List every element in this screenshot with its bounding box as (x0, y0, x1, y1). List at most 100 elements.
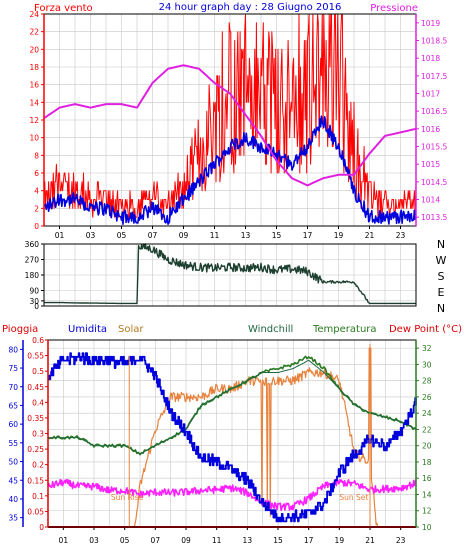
rain-tick-label: 0.1 (32, 492, 44, 501)
temp-tick-label: 28 (422, 377, 432, 386)
humidity-tick-label: 45 (8, 476, 18, 485)
pressure-tick-label: 1014 (421, 196, 440, 205)
x-tick-label: 19 (334, 231, 344, 240)
temp-tick-label: 16 (422, 474, 432, 483)
pressure-tick-label: 1016.5 (421, 107, 447, 116)
direction-tick-label: 30 (29, 297, 39, 306)
compass-label: N (437, 302, 445, 315)
humidity-tick-label: 65 (8, 401, 18, 410)
x-tick-label: 01 (55, 231, 65, 240)
rain-tick-label: 0.55 (27, 352, 44, 361)
rain-tick-label: 0.05 (27, 507, 44, 516)
legend-solar: Solar (118, 324, 144, 335)
pressure-tick-label: 1017.5 (421, 72, 447, 81)
wind-tick-label: 8 (34, 151, 39, 160)
x-tick-label: 21 (365, 536, 375, 545)
temp-tick-label: 12 (422, 507, 432, 516)
rain-tick-label: 0.2 (32, 461, 44, 470)
legend-temperature: Temperatura (312, 324, 377, 335)
dewpoint-series (47, 478, 417, 512)
wind-tick-label: 6 (34, 169, 39, 178)
temp-tick-label: 26 (422, 393, 432, 402)
humidity-tick-label: 70 (8, 383, 18, 392)
temperature-series (47, 355, 417, 456)
direction-tick-label: 180 (25, 271, 40, 280)
legend-dewpoint: Dew Point (°C) (389, 324, 462, 335)
sunrise-label: Sun Rise (111, 493, 144, 502)
compass-label: S (438, 270, 445, 283)
x-tick-label: 03 (86, 231, 96, 240)
direction-tick-label: 0 (34, 302, 39, 311)
temp-tick-label: 32 (422, 344, 432, 353)
humidity-tick-label: 75 (8, 364, 18, 373)
compass-label: E (438, 286, 445, 299)
x-tick-label: 09 (181, 536, 191, 545)
wind-tick-label: 2 (34, 204, 39, 213)
wind-tick-label: 0 (34, 222, 39, 231)
temp-tick-label: 22 (422, 425, 432, 434)
x-tick-label: 15 (273, 536, 283, 545)
chart-title: 24 hour graph day : 28 Giugno 2016 (159, 2, 342, 13)
wind-axis-title: Forza vento (34, 3, 93, 14)
pressure-tick-label: 1015 (421, 160, 440, 169)
humidity-tick-label: 40 (8, 495, 18, 504)
pressure-tick-label: 1018.5 (421, 37, 447, 46)
x-tick-label: 07 (151, 536, 161, 545)
x-tick-label: 11 (210, 231, 220, 240)
compass-label: N (437, 238, 445, 251)
rain-tick-label: 0.35 (27, 414, 44, 423)
x-tick-label: 21 (365, 231, 375, 240)
humidity-tick-label: 60 (8, 420, 18, 429)
direction-tick-label: 90 (29, 287, 39, 296)
x-tick-label: 13 (243, 536, 253, 545)
rain-tick-label: 0.5 (32, 367, 44, 376)
windchill-series (48, 359, 417, 455)
x-tick-label: 03 (89, 536, 99, 545)
x-tick-label: 07 (148, 231, 158, 240)
pressure-tick-label: 1014.5 (421, 178, 447, 187)
rain-tick-label: 0 (39, 523, 44, 532)
pressure-axis-title: Pressione (370, 3, 418, 14)
humidity-tick-label: 80 (8, 345, 18, 354)
temp-tick-label: 24 (422, 409, 432, 418)
pressure-tick-label: 1015.5 (421, 143, 447, 152)
x-tick-label: 05 (120, 536, 130, 545)
x-tick-label: 11 (212, 536, 222, 545)
temp-tick-label: 18 (422, 458, 432, 467)
wind-tick-label: 16 (29, 81, 39, 90)
pressure-tick-label: 1017 (421, 90, 440, 99)
wind-direction-series (44, 243, 416, 305)
pressure-tick-label: 1013.5 (421, 213, 447, 222)
temp-tick-label: 14 (422, 490, 432, 499)
x-tick-label: 09 (179, 231, 189, 240)
rain-tick-label: 0.15 (27, 476, 44, 485)
rain-tick-label: 0.25 (27, 445, 44, 454)
temp-tick-label: 10 (422, 523, 432, 532)
sunset-label: Sun Set (339, 493, 368, 502)
x-tick-label: 17 (303, 231, 313, 240)
pressure-tick-label: 1019 (421, 19, 440, 28)
pressure-tick-label: 1016 (421, 125, 440, 134)
wind-tick-label: 12 (29, 116, 39, 125)
rain-tick-label: 0.45 (27, 383, 44, 392)
direction-tick-label: 360 (25, 240, 40, 249)
humidity-tick-label: 35 (8, 514, 18, 523)
x-tick-label: 19 (335, 536, 345, 545)
x-tick-label: 23 (396, 231, 406, 240)
x-tick-label: 05 (117, 231, 127, 240)
x-tick-label: 13 (241, 231, 251, 240)
legend-humidity: Umidita (68, 324, 107, 335)
wind-gust-series (43, 13, 417, 218)
wind-tick-label: 10 (29, 134, 39, 143)
rain-tick-label: 0.6 (32, 336, 44, 345)
humidity-series (47, 352, 417, 523)
wind-tick-label: 14 (29, 98, 39, 107)
wind-tick-label: 4 (34, 187, 39, 196)
wind-average-series (43, 115, 417, 225)
pressure-series (43, 64, 417, 187)
wind-tick-label: 22 (29, 28, 39, 37)
compass-label: W (436, 254, 447, 267)
temperature-humidity-panel: 10 12 14 16 18 20 22 24 26 28 30 32 35 40 45 50 55 60 65 70… (8, 336, 431, 545)
